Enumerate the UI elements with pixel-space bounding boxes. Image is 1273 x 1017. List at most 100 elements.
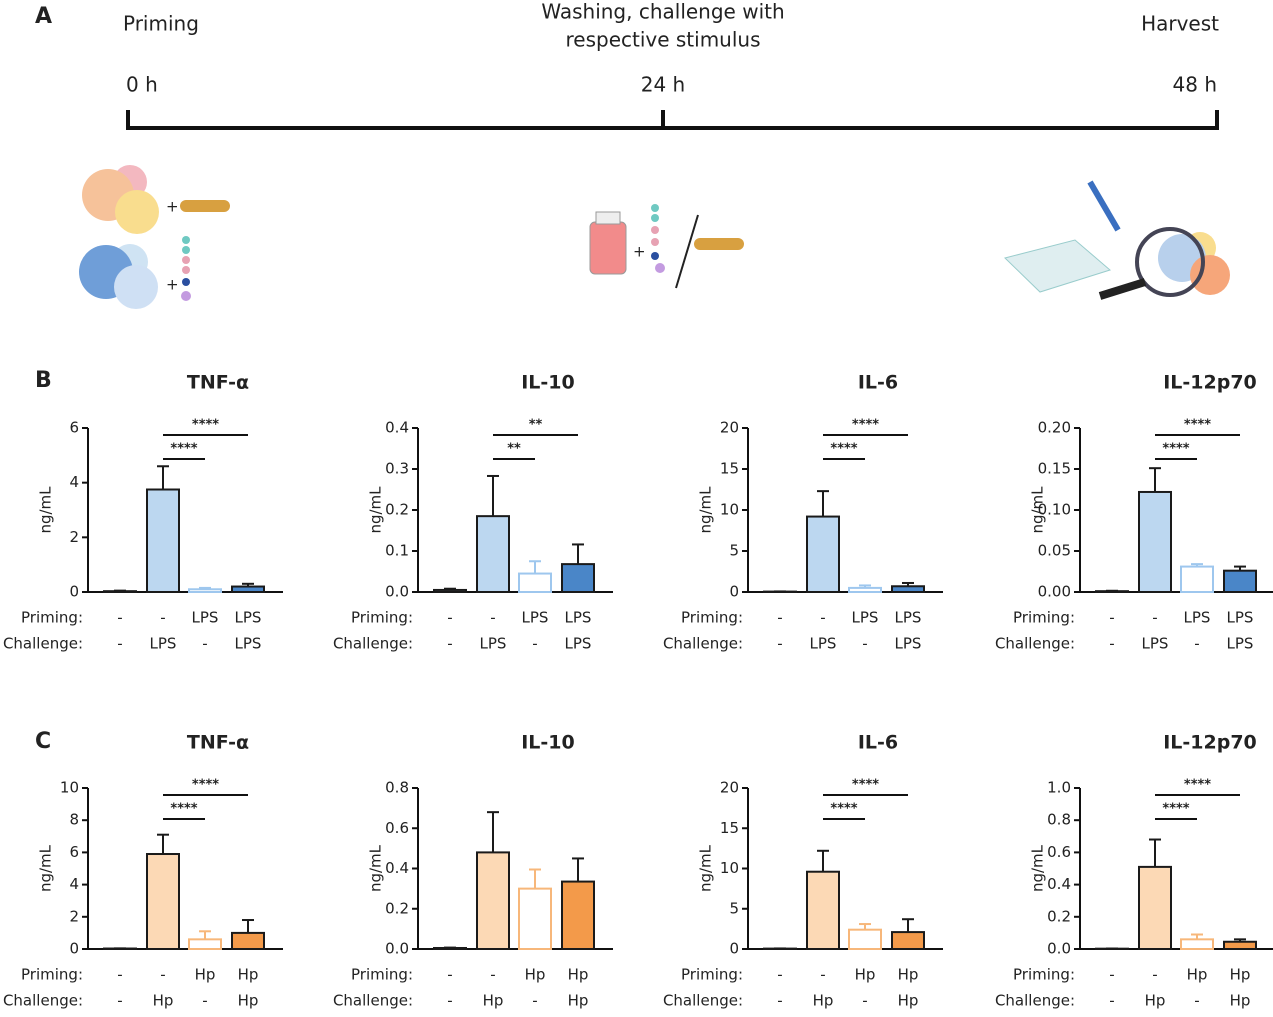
challenge-label: LPS [565,635,592,653]
bar [561,880,595,950]
y-tick-label: 1.0 [1047,779,1071,797]
y-tick-label: 0.8 [385,779,409,797]
priming-label: - [1152,609,1157,627]
challenge-label: Hp [483,992,504,1010]
row-label: Priming: [351,966,413,984]
priming-label: Hp [195,966,216,984]
challenge-label: LPS [235,635,262,653]
y-tick-label: 20 [720,419,739,437]
panel-label: A [35,4,52,29]
priming-label: Hp [525,966,546,984]
bar [1180,938,1214,951]
stage-label: Harvest [1141,12,1219,36]
priming-label: Hp [568,966,589,984]
bar [848,928,882,950]
y-tick-label: 5 [729,899,739,917]
priming-label: - [1152,966,1157,984]
y-tick-label: 0.6 [385,819,409,837]
chart-title: TNF-α [187,372,249,394]
plus: + [633,243,646,261]
challenge-label: - [777,635,782,653]
bar [848,586,882,594]
row-label: Challenge: [663,635,743,653]
stage-label: Washing, challenge with [541,0,784,24]
challenge-label: - [862,992,867,1010]
significance-label: **** [170,802,197,817]
priming-label: Hp [1187,966,1208,984]
challenge-label: Hp [1145,992,1166,1010]
significance-label: ** [529,418,543,433]
priming-label: LPS [235,609,262,627]
challenge-label: Hp [898,992,919,1010]
significance-label: ** [507,442,521,457]
challenge-label: - [202,635,207,653]
y-tick-label: 0.20 [1038,419,1071,437]
challenge-label: - [532,635,537,653]
challenge-label: Hp [1230,992,1251,1010]
significance-label: **** [830,802,857,817]
y-tick-label: 0 [729,940,739,958]
row-label: Priming: [21,966,83,984]
bar [1095,590,1129,593]
priming-label: LPS [895,609,922,627]
y-tick-label: 0.4 [385,419,409,437]
chart-title: TNF-α [187,732,249,754]
priming-label: - [160,609,165,627]
illustration-harvest [1004,180,1230,300]
priming-label: LPS [1227,609,1254,627]
y-axis-label: ng/mL [697,844,715,892]
significance-label: **** [830,442,857,457]
bar [476,515,510,594]
y-tick-label: 0.10 [1038,501,1071,519]
challenge-label: Hp [238,992,259,1010]
chart-title: IL-12p70 [1163,372,1257,394]
y-tick-label: 15 [720,819,739,837]
y-tick-label: 0 [69,940,79,958]
y-tick-label: 2 [69,528,79,546]
y-tick-label: 0.0 [1047,940,1071,958]
row-label: Challenge: [995,992,1075,1010]
challenge-label: - [447,635,452,653]
bar [188,938,222,951]
chart-title: IL-6 [858,372,898,394]
row-label: Priming: [1013,966,1075,984]
priming-label: - [1109,966,1114,984]
challenge-label: - [117,992,122,1010]
challenge-label: - [1194,992,1199,1010]
priming-label: - [1109,609,1114,627]
y-tick-label: 0.0 [385,583,409,601]
priming-label: - [160,966,165,984]
priming-label: LPS [565,609,592,627]
y-tick-label: 10 [720,501,739,519]
priming-label: LPS [852,609,879,627]
row-label: Priming: [351,609,413,627]
y-axis-label: ng/mL [37,486,55,534]
row-label: Challenge: [333,992,413,1010]
chart-title: IL-6 [858,732,898,754]
challenge-label: - [1194,635,1199,653]
panel-label: C [35,729,51,754]
significance-label: **** [1184,778,1211,793]
y-tick-label: 15 [720,460,739,478]
bar [518,572,552,593]
challenge-label: - [532,992,537,1010]
priming-label: - [447,966,452,984]
y-axis-label: ng/mL [1029,844,1047,892]
illustration-challenge: + [589,204,744,289]
priming-label: - [490,966,495,984]
challenge-label: - [777,992,782,1010]
y-tick-label: 0.0 [385,940,409,958]
row-label: Challenge: [663,992,743,1010]
y-tick-label: 10 [720,859,739,877]
illustration-priming: + + [79,165,230,309]
priming-label: - [820,966,825,984]
significance-label: **** [852,418,879,433]
timeline-axis [126,110,1219,130]
time-label: 24 h [641,73,685,97]
y-tick-label: 10 [60,779,79,797]
challenge-label: LPS [1227,635,1254,653]
significance-label: **** [192,778,219,793]
priming-label: Hp [855,966,876,984]
chart-title: IL-10 [521,372,575,394]
y-axis-label: ng/mL [37,844,55,892]
